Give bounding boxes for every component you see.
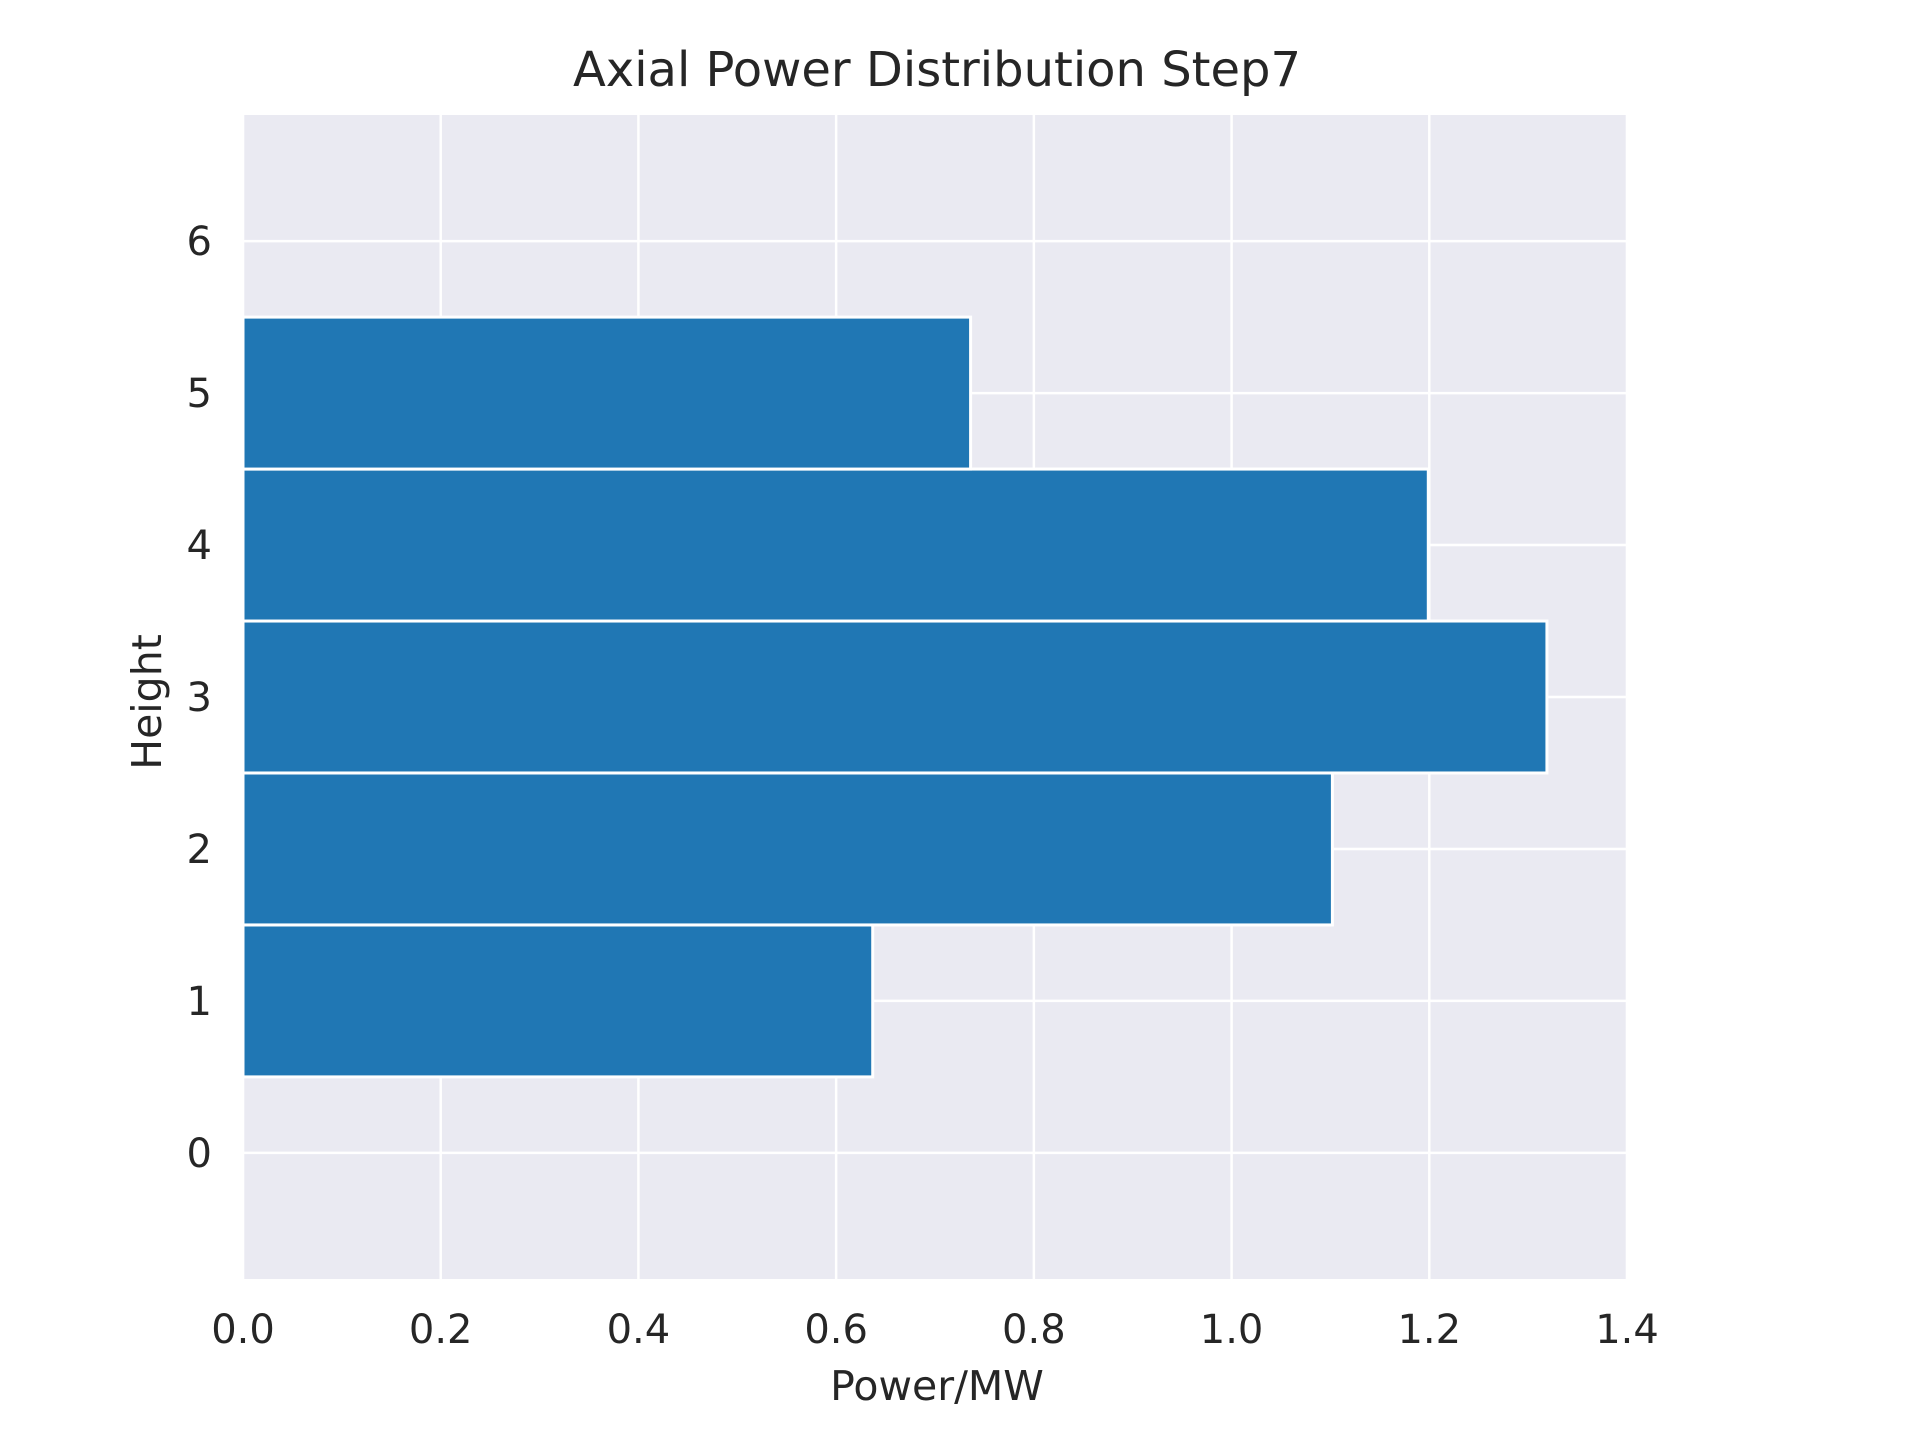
y-axis-ticks: 0 1 2 3 4 5 6 <box>187 219 212 1177</box>
x-tick-label: 1.0 <box>1200 1307 1264 1353</box>
bar-height-5 <box>241 315 973 471</box>
bar-height-4 <box>241 467 1430 623</box>
bars <box>241 315 1549 1079</box>
y-tick-label: 5 <box>187 371 212 417</box>
x-axis-label: Power/MW <box>830 1362 1044 1410</box>
y-tick-label: 1 <box>187 979 212 1025</box>
bar-height-2 <box>241 771 1334 927</box>
x-tick-label: 1.2 <box>1397 1307 1461 1353</box>
chart-title: Axial Power Distribution Step7 <box>573 42 1301 98</box>
y-tick-label: 4 <box>187 523 212 569</box>
y-tick-label: 6 <box>187 219 212 265</box>
y-axis-label: Height <box>123 634 171 770</box>
x-axis-ticks: 0.0 0.2 0.4 0.6 0.8 1.0 1.2 1.4 <box>211 1307 1659 1353</box>
y-tick-label: 2 <box>187 827 212 873</box>
x-tick-label: 0.6 <box>804 1307 868 1353</box>
y-tick-label: 0 <box>187 1131 212 1177</box>
x-tick-label: 0.8 <box>1002 1307 1066 1353</box>
y-tick-label: 3 <box>187 675 212 721</box>
x-tick-label: 0.0 <box>211 1307 275 1353</box>
x-tick-label: 0.4 <box>607 1307 671 1353</box>
x-tick-label: 0.2 <box>409 1307 473 1353</box>
x-tick-label: 1.4 <box>1595 1307 1659 1353</box>
bar-height-1 <box>241 923 875 1079</box>
bar-height-3 <box>241 619 1549 775</box>
